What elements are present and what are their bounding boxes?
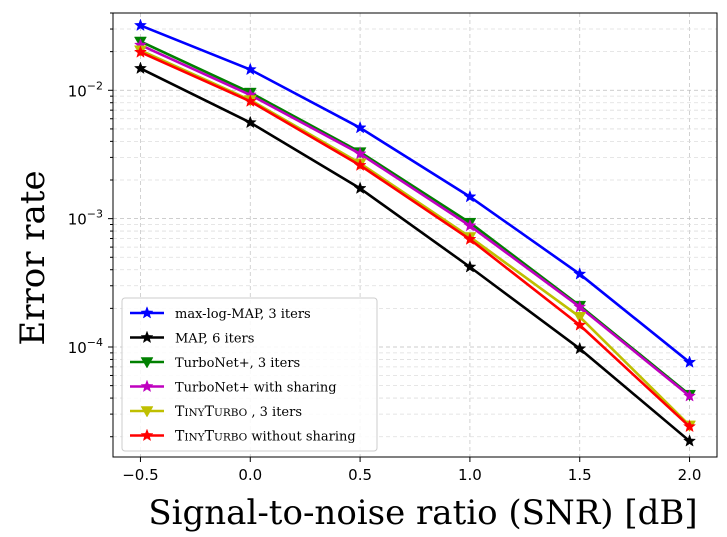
data-point — [133, 18, 148, 32]
data-point — [133, 45, 148, 58]
data-point — [243, 62, 257, 76]
legend-label: MAP, 6 iters — [175, 332, 254, 347]
data-point — [463, 232, 477, 245]
data-point — [682, 355, 697, 368]
data-point — [682, 419, 697, 433]
series-line — [139, 43, 691, 398]
series-map-6-iters — [133, 61, 697, 447]
legend-label: TurboNet+, 3 iters — [175, 356, 300, 371]
data-point — [463, 189, 477, 203]
data-point — [573, 267, 587, 280]
plot-frame — [112, 12, 718, 458]
series-tinyturbo-without-sharing — [133, 45, 697, 433]
legend-box — [121, 297, 378, 452]
data-point — [463, 260, 477, 273]
data-point — [353, 120, 367, 134]
data-point — [243, 115, 257, 129]
series-turbonet-with-sharing — [133, 38, 697, 402]
legend-marker — [140, 406, 154, 418]
legend-marker — [140, 357, 154, 369]
y-tick-label: 10−2 — [68, 79, 103, 100]
legend-marker — [140, 330, 154, 344]
data-point — [573, 300, 587, 313]
data-point — [573, 318, 587, 331]
series-max-log-map-3-iters — [133, 18, 697, 368]
series-line — [139, 51, 691, 428]
x-tick-label: 0.0 — [238, 466, 262, 484]
series-lines — [133, 18, 697, 447]
legend-label: max-log-MAP, 3 iters — [175, 307, 311, 322]
data-point — [463, 218, 477, 232]
x-tick-label: 1.5 — [568, 466, 592, 484]
data-point — [573, 341, 587, 355]
data-point — [353, 158, 367, 171]
legend: max-log-MAP, 3 iters MAP, 6 iters TurboNet… — [121, 297, 378, 452]
data-point — [243, 94, 257, 107]
legend-marker — [140, 428, 154, 442]
x-tick-label: 0.5 — [348, 466, 372, 484]
x-axis-label: Signal-to-noise ratio (SNR) [dB] — [148, 493, 697, 533]
y-tick-label: 10−3 — [68, 208, 103, 229]
legend-label: TINYTURBO without sharing — [175, 429, 356, 445]
x-tick-label: 2.0 — [678, 466, 702, 484]
data-point — [682, 389, 697, 402]
data-point — [573, 312, 587, 324]
legend-label: TINYTURBO , 3 iters — [175, 404, 302, 420]
legend-marker — [140, 379, 154, 393]
axis-ticks: −0.5 0.0 0.5 1.0 1.5 2.0 10−2 10−3 10−4 — [68, 12, 702, 484]
y-tick-label: 10−4 — [68, 336, 103, 357]
data-point — [133, 61, 148, 75]
x-tick-label: −0.5 — [122, 466, 158, 484]
legend-label: TurboNet+ with sharing — [175, 381, 337, 396]
data-point — [353, 146, 367, 160]
x-tick-label: 1.0 — [458, 466, 482, 484]
series-line — [139, 49, 691, 427]
legend-marker — [140, 306, 154, 319]
data-point — [682, 434, 697, 447]
series-line — [139, 24, 691, 364]
series-line — [139, 67, 691, 443]
data-point — [353, 181, 367, 194]
y-axis-label: Error rate — [13, 170, 53, 345]
